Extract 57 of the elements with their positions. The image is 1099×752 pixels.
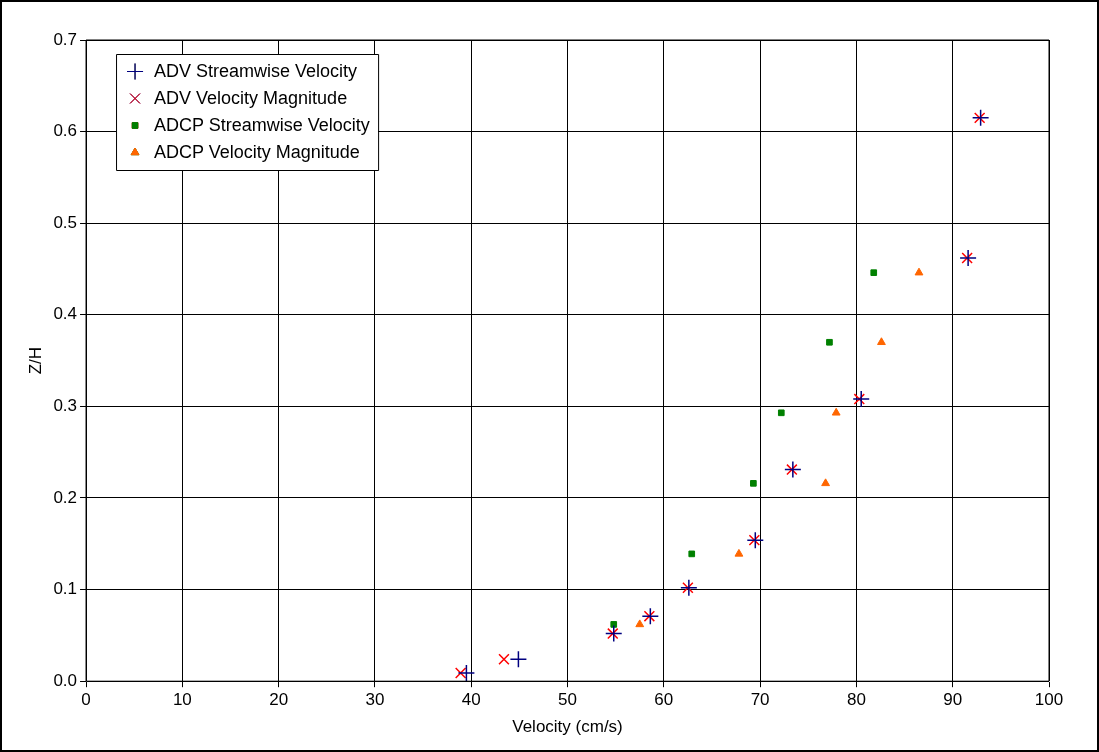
legend-label: ADV Velocity Magnitude xyxy=(154,88,348,109)
point xyxy=(607,627,619,640)
point xyxy=(786,463,798,476)
y-axis-title: Z/H xyxy=(25,346,45,375)
x-tick-label: 80 xyxy=(846,690,866,710)
y-tick-label: 0.0 xyxy=(53,670,78,690)
point xyxy=(454,667,467,679)
x-tick-label: 30 xyxy=(365,690,385,710)
y-tick-label: 0.6 xyxy=(53,121,78,141)
y-tick-label: 0.3 xyxy=(53,396,78,416)
point xyxy=(509,650,528,668)
legend-label: ADCP Velocity Magnitude xyxy=(154,142,360,163)
y-tick-label: 0.2 xyxy=(53,487,78,507)
legend-label: ADCP Streamwise Velocity xyxy=(154,115,370,136)
point xyxy=(971,109,990,127)
point xyxy=(750,480,757,487)
legend-label: ADV Streamwise Velocity xyxy=(154,61,358,82)
point xyxy=(853,393,865,405)
x-tick-label: 20 xyxy=(269,690,289,710)
y-tick-label: 0.1 xyxy=(53,579,78,599)
point xyxy=(641,607,660,625)
point xyxy=(914,267,924,276)
point xyxy=(973,112,986,124)
point xyxy=(748,534,761,546)
point xyxy=(734,548,744,557)
x-tick-label: 100 xyxy=(1034,690,1064,710)
y-tick-label: 0.5 xyxy=(53,212,78,232)
point xyxy=(831,407,841,416)
point xyxy=(826,338,833,346)
x-tick-label: 0 xyxy=(81,690,91,710)
point xyxy=(688,550,696,558)
y-tick-label: 0.7 xyxy=(53,29,78,49)
point xyxy=(643,610,656,622)
point xyxy=(635,619,645,628)
point xyxy=(604,624,623,643)
point xyxy=(457,664,476,682)
point xyxy=(870,269,878,276)
x-tick-label: 60 xyxy=(654,690,674,710)
x-axis-title: Velocity (cm/s) xyxy=(512,717,623,737)
x-tick-label: 70 xyxy=(750,690,770,710)
point xyxy=(498,653,510,665)
point xyxy=(877,337,886,346)
point xyxy=(680,579,698,597)
point xyxy=(852,390,870,408)
point xyxy=(821,478,830,487)
point xyxy=(959,249,977,267)
point xyxy=(746,531,765,549)
point xyxy=(682,582,694,594)
y-tick-label: 0.4 xyxy=(53,304,78,324)
point xyxy=(777,409,785,417)
point xyxy=(784,460,802,479)
point xyxy=(610,621,618,628)
x-tick-label: 50 xyxy=(558,690,577,710)
point xyxy=(961,252,973,264)
x-tick-label: 40 xyxy=(461,690,481,710)
x-tick-label: 90 xyxy=(943,690,963,710)
x-tick-label: 10 xyxy=(172,690,192,710)
